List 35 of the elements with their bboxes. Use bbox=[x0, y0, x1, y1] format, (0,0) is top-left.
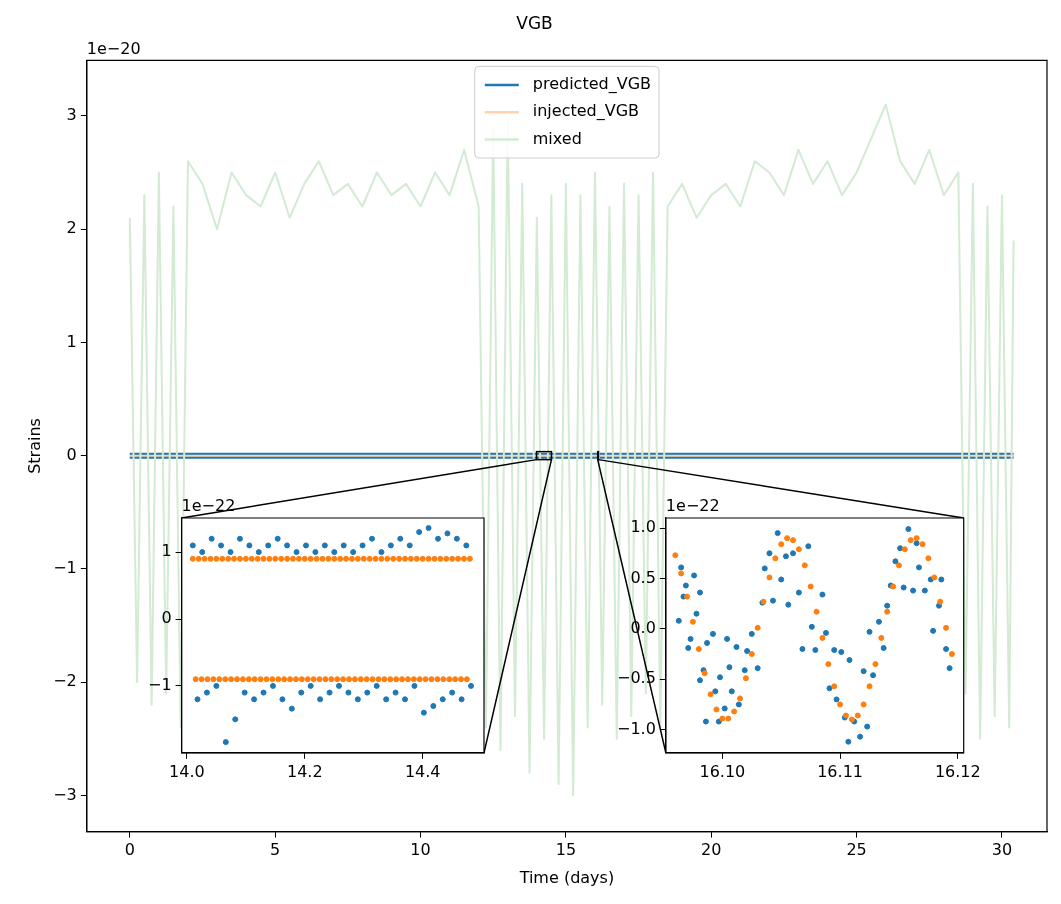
x-tick-label: 5 bbox=[270, 840, 281, 860]
text: 1e−20 bbox=[86, 38, 141, 58]
y-tick-label: 0 bbox=[66, 444, 77, 464]
x-tick-label: 14.4 bbox=[404, 761, 441, 781]
y-tick-label: 3 bbox=[66, 105, 77, 125]
x-tick-label: 0 bbox=[124, 840, 135, 860]
annotation: 1e−22 bbox=[181, 496, 236, 516]
x-tick-label: 16.11 bbox=[817, 761, 863, 781]
legend-label: mixed bbox=[532, 128, 582, 148]
chart-title: VGB bbox=[516, 12, 553, 33]
y-tick-label: 1.0 bbox=[630, 517, 656, 537]
y-tick-label: 0.5 bbox=[630, 567, 656, 587]
x-axis-title: Time (days) bbox=[518, 867, 615, 887]
x-tick-label: 16.12 bbox=[934, 761, 981, 781]
annotation: 1e−22 bbox=[665, 496, 720, 516]
y-axis-title: Strains bbox=[24, 418, 44, 474]
x-tick-label: 30 bbox=[991, 840, 1013, 860]
x-tick-label: 15 bbox=[555, 840, 577, 860]
x-tick-label: 25 bbox=[846, 840, 867, 860]
x-tick-label: 14.0 bbox=[169, 761, 205, 781]
y-tick-label: −1 bbox=[53, 558, 77, 578]
x-tick-label: 14.2 bbox=[286, 761, 323, 781]
y-tick-label: 2 bbox=[66, 218, 77, 238]
x-tick-label: 10 bbox=[410, 840, 431, 860]
x-tick-label: 16.10 bbox=[699, 761, 746, 781]
y-tick-label: −3 bbox=[53, 784, 77, 804]
legend-label: predicted_VGB bbox=[532, 74, 651, 95]
y-tick-label: 0 bbox=[161, 608, 172, 628]
y-tick-label: −2 bbox=[53, 671, 77, 691]
y-tick-label: 1 bbox=[66, 331, 77, 351]
y-tick-label: 1 bbox=[161, 541, 172, 561]
y-tick-label: −1 bbox=[147, 675, 172, 695]
legend-label: injected_VGB bbox=[532, 101, 640, 122]
x-tick-label: 20 bbox=[701, 840, 722, 860]
y-tick-label: −1.0 bbox=[616, 718, 656, 738]
